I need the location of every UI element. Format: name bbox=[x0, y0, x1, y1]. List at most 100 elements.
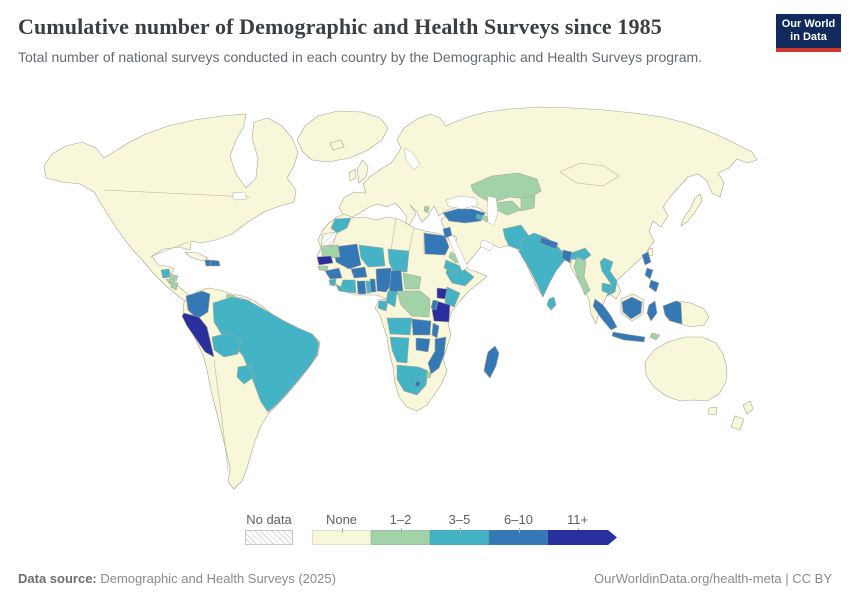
country-gambia-guinea-bissau[interactable] bbox=[317, 265, 329, 272]
landmass-greenland[interactable] bbox=[296, 110, 389, 163]
island-new-zealand-north[interactable] bbox=[742, 400, 754, 415]
country-uganda[interactable] bbox=[436, 287, 448, 300]
legend-bin-6-10[interactable]: 6–10 bbox=[489, 512, 548, 545]
country-nepal[interactable] bbox=[539, 236, 559, 250]
country-indonesia-kalimantan[interactable] bbox=[621, 296, 643, 320]
country-namibia[interactable] bbox=[389, 336, 410, 364]
country-armenia[interactable] bbox=[475, 213, 484, 221]
country-togo[interactable] bbox=[365, 280, 372, 294]
water-caspian-sea bbox=[486, 195, 499, 227]
country-yemen[interactable] bbox=[443, 259, 461, 275]
island-iceland[interactable] bbox=[329, 139, 345, 151]
owid-logo-text: Our World in Data bbox=[776, 14, 841, 48]
island-ireland[interactable] bbox=[348, 168, 357, 182]
country-dominican-republic[interactable] bbox=[209, 259, 221, 267]
country-cambodia[interactable] bbox=[601, 282, 613, 295]
country-morocco[interactable] bbox=[330, 217, 352, 234]
legend-swatch-6-10[interactable] bbox=[489, 530, 548, 545]
country-indonesia-west-papua[interactable] bbox=[662, 300, 683, 325]
landmass-eurasia[interactable] bbox=[338, 106, 758, 325]
legend-swatch-1-2[interactable] bbox=[371, 530, 430, 545]
legend-swatch-3-5[interactable] bbox=[430, 530, 489, 545]
country-kyrgyzstan-tajikistan[interactable] bbox=[520, 195, 536, 212]
country-zimbabwe[interactable] bbox=[415, 337, 431, 353]
country-zambia[interactable] bbox=[411, 318, 432, 336]
border-us-mexico bbox=[149, 241, 189, 258]
country-benin[interactable] bbox=[369, 278, 377, 293]
water-red-sea bbox=[447, 234, 469, 272]
country-indonesia-sumatra[interactable] bbox=[592, 298, 618, 331]
country-burkina-faso[interactable] bbox=[350, 266, 368, 279]
landmass-north-america[interactable] bbox=[43, 113, 299, 303]
country-mali[interactable] bbox=[332, 243, 362, 270]
legend-swatch-none[interactable] bbox=[312, 530, 371, 545]
data-source-label: Data source: bbox=[18, 571, 97, 586]
country-timor-leste[interactable] bbox=[649, 332, 661, 341]
chart-subtitle: Total number of national surveys conduct… bbox=[18, 49, 703, 65]
country-mozambique[interactable] bbox=[427, 336, 447, 375]
country-philippines-visayas[interactable] bbox=[644, 267, 654, 280]
owid-url-license-link[interactable]: OurWorldinData.org/health-meta | CC BY bbox=[594, 571, 832, 586]
country-lesotho[interactable] bbox=[414, 380, 422, 388]
country-western-sahara[interactable] bbox=[320, 231, 338, 247]
country-central-african-republic[interactable] bbox=[402, 272, 422, 290]
island-cuba[interactable] bbox=[184, 251, 209, 262]
island-japan[interactable] bbox=[680, 193, 703, 227]
country-eswatini[interactable] bbox=[425, 371, 432, 379]
country-angola[interactable] bbox=[386, 317, 413, 336]
country-guinea[interactable] bbox=[324, 267, 343, 280]
country-mauritania[interactable] bbox=[320, 244, 341, 260]
country-gabon[interactable] bbox=[377, 300, 389, 312]
country-bangladesh[interactable] bbox=[561, 249, 573, 264]
legend-no-data-swatch[interactable] bbox=[245, 530, 293, 545]
country-dr-congo[interactable] bbox=[396, 290, 431, 318]
country-indonesia-sulawesi[interactable] bbox=[646, 300, 658, 322]
country-kenya[interactable] bbox=[444, 286, 461, 308]
country-vietnam[interactable] bbox=[599, 257, 618, 297]
country-egypt[interactable] bbox=[423, 232, 450, 256]
legend-no-data-label: No data bbox=[246, 512, 292, 527]
legend-bin-11-plus[interactable]: 11+ bbox=[548, 512, 617, 545]
country-colombia[interactable] bbox=[185, 290, 211, 320]
border-mongolia bbox=[559, 162, 620, 187]
country-philippines-luzon[interactable] bbox=[641, 251, 652, 266]
landmass-australia[interactable] bbox=[644, 336, 728, 402]
country-honduras[interactable] bbox=[168, 273, 179, 282]
country-el-salvador[interactable] bbox=[165, 278, 172, 285]
country-congo[interactable] bbox=[385, 290, 398, 308]
country-malawi[interactable] bbox=[431, 322, 440, 339]
legend-bin-label: None bbox=[325, 512, 358, 527]
country-brazil[interactable] bbox=[212, 296, 320, 413]
owid-logo-line1: Our World bbox=[781, 18, 836, 30]
water-baltic-sea bbox=[403, 147, 421, 171]
island-tasmania[interactable] bbox=[707, 406, 718, 416]
legend-bin-1-2[interactable]: 1–2 bbox=[371, 512, 430, 545]
country-cote-divoire[interactable] bbox=[340, 279, 357, 294]
country-albania[interactable] bbox=[423, 205, 430, 214]
legend-bins: None 1–2 3–5 6–10 11+ bbox=[312, 512, 617, 545]
country-myanmar[interactable] bbox=[573, 256, 591, 296]
legend-bin-3-5[interactable]: 3–5 bbox=[430, 512, 489, 545]
country-south-africa[interactable] bbox=[396, 364, 429, 396]
country-senegal[interactable] bbox=[316, 255, 334, 266]
country-nicaragua[interactable] bbox=[170, 280, 179, 291]
legend-no-data[interactable]: No data bbox=[245, 512, 293, 545]
country-peru[interactable] bbox=[181, 312, 215, 358]
data-source-note: Data source: Demographic and Health Surv… bbox=[18, 571, 336, 586]
country-philippines-mindanao[interactable] bbox=[648, 279, 660, 293]
country-bolivia[interactable] bbox=[211, 332, 242, 358]
country-sri-lanka[interactable] bbox=[546, 296, 557, 311]
island-great-britain[interactable] bbox=[356, 159, 369, 184]
legend-bin-none[interactable]: None bbox=[312, 512, 371, 545]
island-new-zealand-south[interactable] bbox=[730, 415, 745, 431]
country-indonesia-java[interactable] bbox=[611, 331, 646, 343]
country-niger[interactable] bbox=[358, 244, 386, 268]
country-madagascar[interactable] bbox=[483, 345, 500, 379]
country-ghana[interactable] bbox=[356, 280, 367, 295]
legend-swatch-11-plus[interactable] bbox=[548, 530, 617, 545]
country-sierra-leone[interactable] bbox=[328, 278, 337, 287]
country-rwanda-burundi[interactable] bbox=[430, 299, 439, 311]
owid-logo[interactable]: Our World in Data bbox=[776, 14, 841, 52]
country-paraguay[interactable] bbox=[236, 364, 255, 385]
